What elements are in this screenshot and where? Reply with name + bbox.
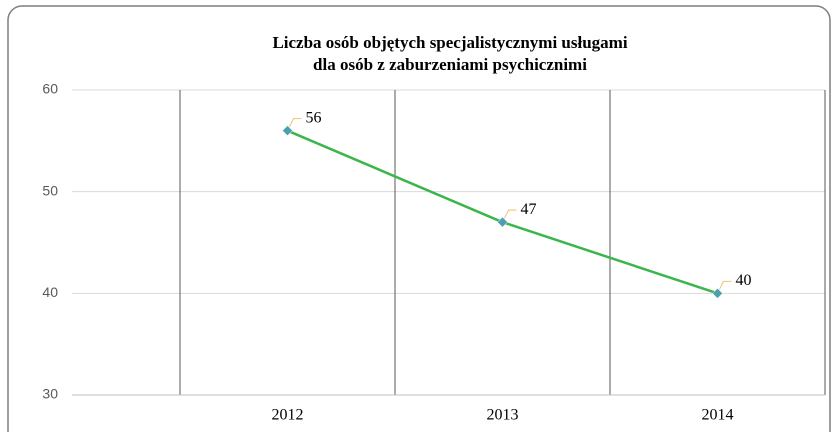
y-tick-label: 30 (42, 386, 58, 402)
data-label: 47 (521, 201, 537, 218)
y-tick-label: 50 (42, 182, 58, 198)
data-label: 56 (306, 109, 322, 126)
data-label: 40 (736, 272, 752, 289)
label-leader (719, 280, 732, 290)
chart-frame (7, 5, 831, 432)
label-leader (289, 118, 302, 127)
y-tick-label: 60 (42, 81, 58, 97)
y-tick-label: 40 (42, 284, 58, 300)
marker (497, 216, 508, 228)
x-tick-label: 2012 (272, 407, 304, 424)
marker (282, 125, 293, 137)
label-leader (504, 209, 517, 219)
x-tick-label: 2013 (487, 407, 519, 424)
chart-title: dla osób z zaburzeniami psychicznimi (313, 55, 587, 74)
marker (712, 287, 723, 299)
x-tick-label: 2014 (702, 407, 734, 424)
chart-title: Liczba osób objętych specjalistycznymi u… (272, 33, 627, 52)
